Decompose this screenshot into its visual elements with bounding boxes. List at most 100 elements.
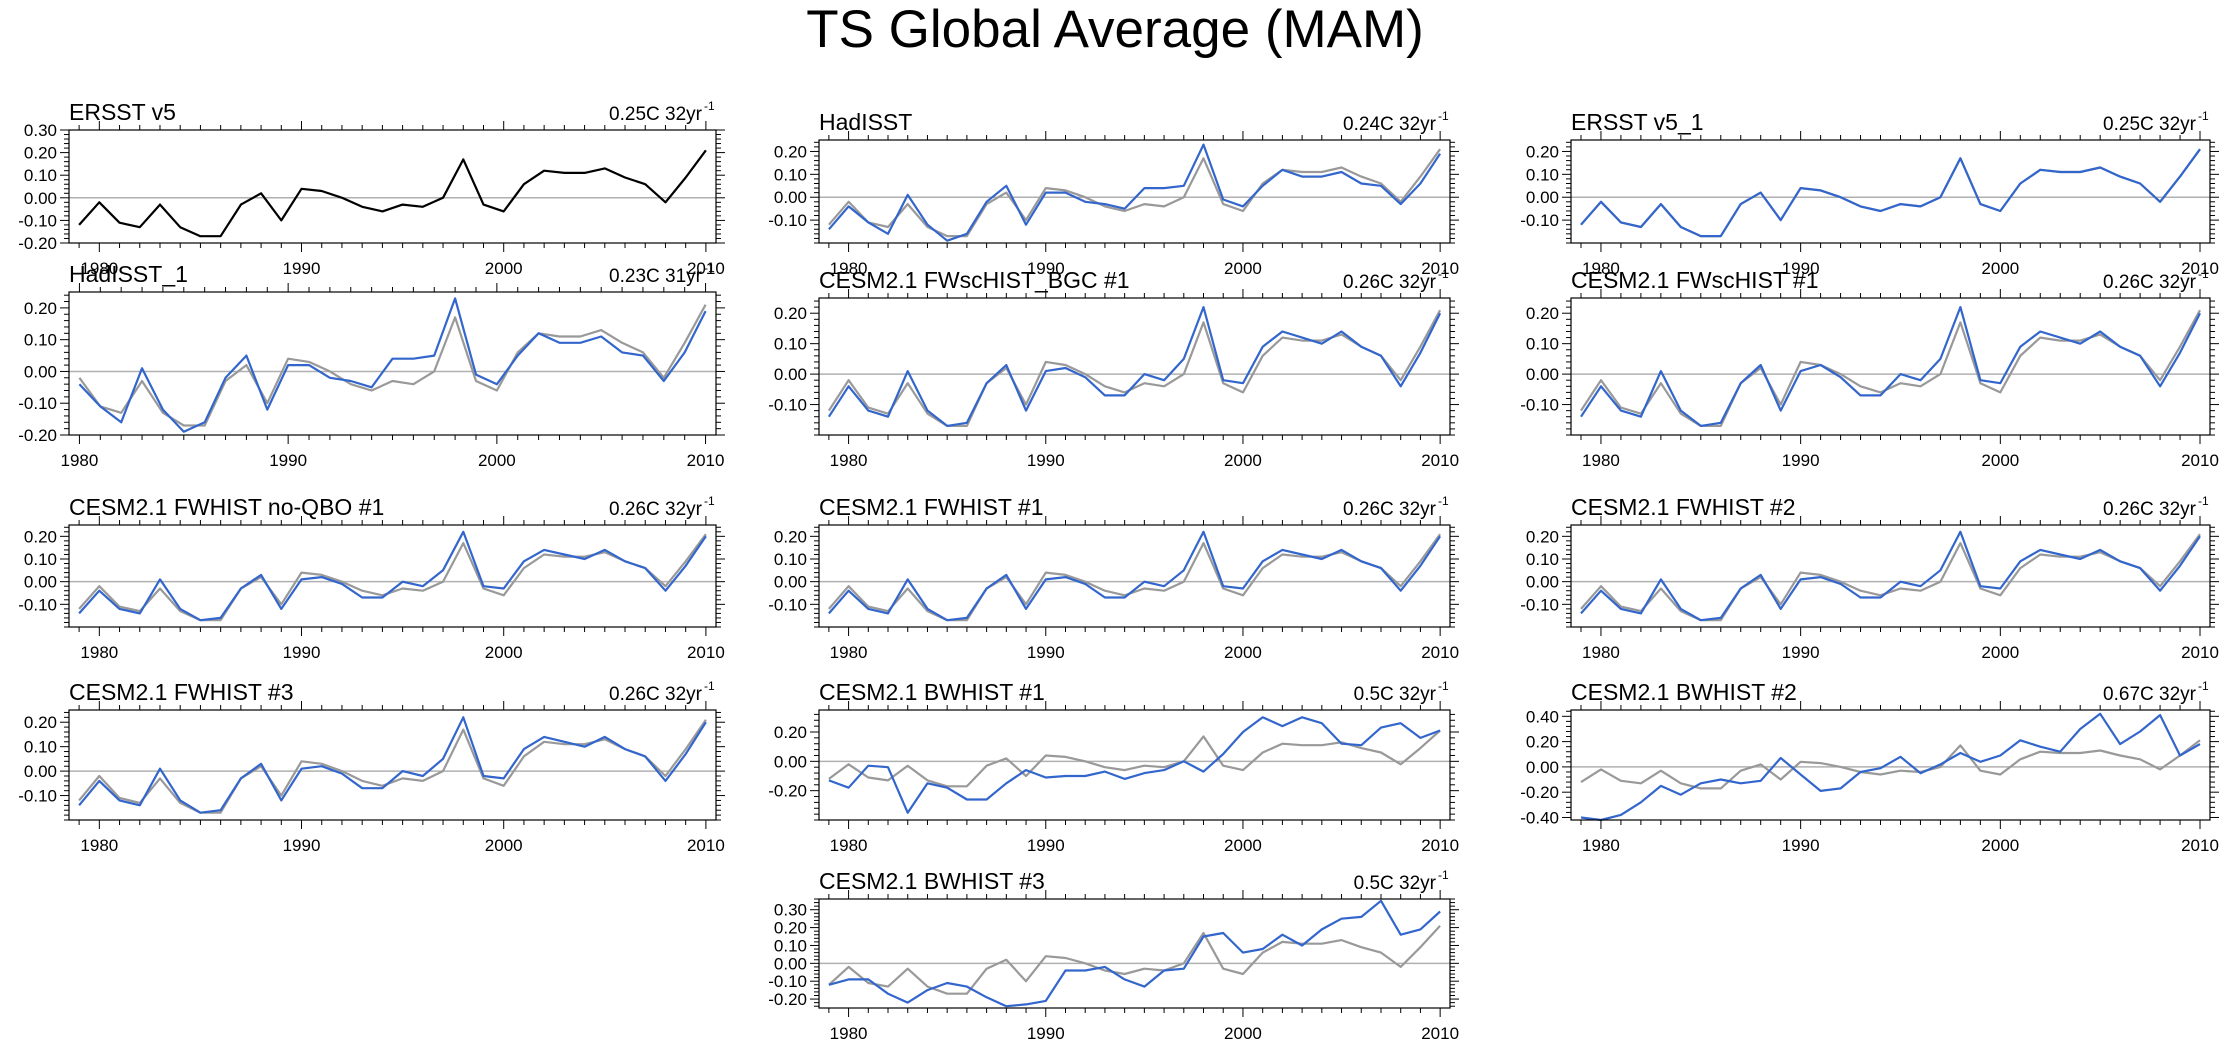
x-tick-label: 1990 — [1027, 1024, 1065, 1043]
trend-label: 0.26C 32yr — [609, 499, 703, 520]
y-tick-label: -0.20 — [1520, 783, 1559, 802]
y-tick-label: 0.20 — [1526, 527, 1559, 546]
y-tick-label: -0.10 — [1520, 396, 1559, 415]
series-line-model — [828, 716, 1441, 814]
x-tick-label: 2000 — [478, 451, 516, 470]
panel-title: CESM2.1 FWHIST #2 — [1571, 494, 1796, 520]
y-tick-label: 0.20 — [24, 299, 57, 318]
y-tick-label: 0.10 — [774, 165, 807, 184]
x-tick-label: 2010 — [687, 259, 725, 278]
plot-frame — [68, 524, 717, 628]
panel-6: CESM2.1 FWscHIST #1 0.26C 32yr -1 1980 1990 2… — [1520, 267, 2219, 470]
y-tick-label: 0.10 — [1526, 165, 1559, 184]
series-line-model — [1580, 148, 2201, 238]
x-tick-label: 2000 — [1224, 1024, 1262, 1043]
x-tick-label: 2010 — [1421, 259, 1459, 278]
x-tick-label: 2010 — [1421, 643, 1459, 662]
x-tick-label: 1980 — [80, 836, 118, 855]
x-tick-label: 2000 — [1224, 451, 1262, 470]
plot-frame — [1570, 297, 2211, 436]
trend-label: 0.26C 32yr — [1343, 499, 1437, 520]
y-tick-label: 0.10 — [24, 166, 57, 185]
x-tick-label: 1990 — [1782, 259, 1820, 278]
y-tick-label: 0.00 — [24, 762, 57, 781]
panel-10: CESM2.1 FWHIST #3 0.26C 32yr -1 1980 1990 200… — [18, 679, 725, 855]
x-tick-label: 1980 — [830, 1024, 868, 1043]
trend-label: 0.26C 32yr — [2103, 272, 2197, 293]
series-line-reference — [827, 309, 1442, 427]
x-tick-label: 1990 — [1782, 643, 1820, 662]
panel-title: ERSST v5_1 — [1571, 109, 1704, 135]
y-tick-label: 0.10 — [24, 738, 57, 757]
y-tick-label: -0.10 — [768, 211, 807, 230]
y-tick-label: 0.10 — [1526, 550, 1559, 569]
plot-frame — [818, 524, 1451, 628]
series-line-model — [828, 530, 1442, 622]
trend-label: 0.5C 32yr — [1354, 873, 1437, 894]
series-line-reference — [78, 719, 707, 814]
x-tick-label: 1980 — [830, 836, 868, 855]
x-tick-label: 1990 — [283, 836, 321, 855]
panel-7: CESM2.1 FWHIST no-QBO #1 0.26C 32yr -1 1980… — [18, 494, 725, 662]
y-tick-label: 0.30 — [24, 121, 57, 140]
y-tick-label: 0.30 — [774, 901, 807, 920]
y-tick-label: 0.20 — [24, 527, 57, 546]
x-tick-label: 2010 — [687, 451, 725, 470]
trend-superscript: -1 — [1438, 267, 1449, 281]
x-tick-label: 1980 — [1582, 451, 1620, 470]
x-tick-label: 2010 — [2181, 451, 2219, 470]
plot-frame — [1570, 139, 2211, 244]
trend-label: 0.26C 32yr — [609, 684, 703, 705]
x-tick-label: 1980 — [61, 451, 99, 470]
y-tick-label: -0.20 — [768, 782, 807, 801]
x-tick-label: 1990 — [1027, 836, 1065, 855]
series-line-model — [828, 143, 1442, 242]
panel-11: CESM2.1 BWHIST #1 0.5C 32yr -1 1980 1990 2000… — [768, 679, 1459, 855]
plot-frame — [1570, 709, 2211, 821]
panel-13: CESM2.1 BWHIST #3 0.5C 32yr -1 1980 1990 2000… — [768, 868, 1459, 1043]
x-tick-label: 1990 — [1782, 451, 1820, 470]
y-tick-label: 0.10 — [24, 550, 57, 569]
trend-label: 0.67C 32yr — [2103, 684, 2197, 705]
series-line-model — [1580, 712, 2201, 822]
panel-title: CESM2.1 FWHIST #3 — [69, 679, 294, 705]
y-tick-label: 0.00 — [24, 189, 57, 208]
y-tick-label: -0.10 — [18, 787, 57, 806]
y-tick-label: -0.10 — [18, 211, 57, 230]
x-tick-label: 2010 — [687, 643, 725, 662]
series-line-reference — [1580, 148, 2201, 238]
x-tick-label: 2010 — [2181, 259, 2219, 278]
trend-label: 0.25C 32yr — [609, 104, 703, 125]
panel-title: CESM2.1 BWHIST #2 — [1571, 679, 1797, 705]
panel-title: CESM2.1 FWscHIST_BGC #1 — [819, 267, 1130, 293]
series-line-reference — [828, 533, 1441, 622]
trend-superscript: -1 — [1438, 679, 1449, 693]
series-line-reference — [1580, 739, 2201, 790]
y-tick-label: 0.20 — [24, 713, 57, 732]
trend-superscript: -1 — [704, 679, 715, 693]
plot-frame — [1570, 524, 2211, 628]
x-tick-label: 2010 — [1421, 451, 1459, 470]
y-tick-label: 0.20 — [774, 142, 807, 161]
x-tick-label: 2000 — [485, 643, 523, 662]
trend-superscript: -1 — [704, 261, 715, 275]
y-tick-label: -0.20 — [768, 990, 807, 1009]
y-tick-label: -0.10 — [1520, 211, 1559, 230]
trend-superscript: -1 — [1438, 494, 1449, 508]
series-line-model — [827, 306, 1442, 427]
x-tick-label: 1980 — [1582, 836, 1620, 855]
panel-title: ERSST v5 — [69, 99, 176, 125]
x-tick-label: 1990 — [283, 259, 321, 278]
y-tick-label: 0.20 — [1526, 304, 1559, 323]
panel-4: HadISST_1 0.23C 31yr -1 1980 1990 2000 2010 -0.… — [18, 261, 725, 470]
series-line-reference — [1580, 309, 2201, 427]
x-tick-label: 2010 — [687, 836, 725, 855]
x-tick-label: 1980 — [80, 643, 118, 662]
x-tick-label: 1990 — [269, 451, 307, 470]
y-tick-label: 0.00 — [774, 954, 807, 973]
y-tick-label: 0.20 — [24, 144, 57, 163]
trend-superscript: -1 — [1438, 868, 1449, 882]
series-line-reference — [78, 304, 707, 427]
x-tick-label: 2000 — [1981, 259, 2019, 278]
